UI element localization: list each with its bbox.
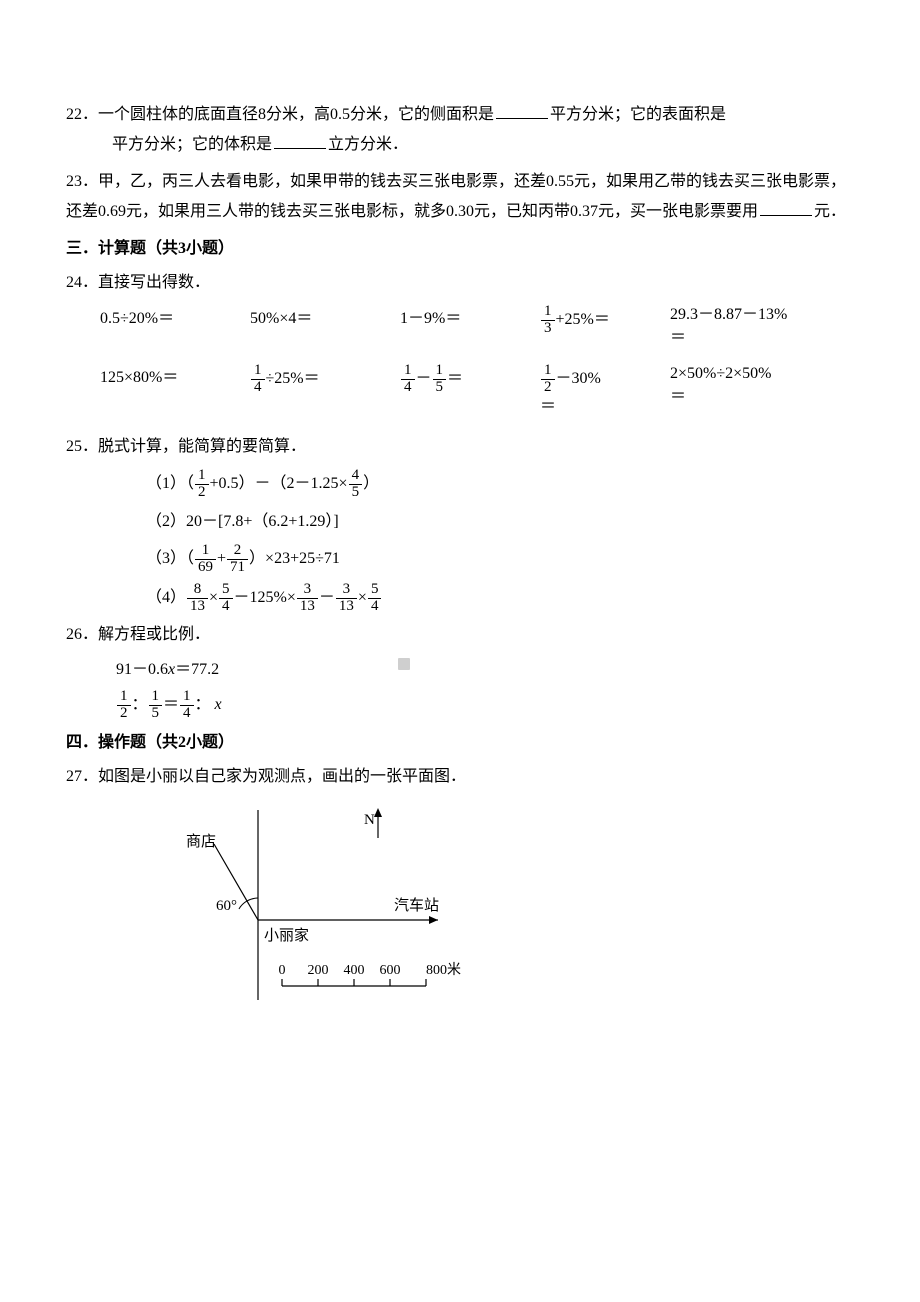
blank-lateral-area (496, 103, 548, 119)
q26-num: 26． (66, 626, 98, 643)
fraction: 313 (336, 582, 357, 615)
question-22: 22．一个圆柱体的底面直径8分米，高0.5分米，它的侧面积是 平方分米；它的表面积… (66, 100, 854, 161)
svg-text:小丽家: 小丽家 (264, 927, 309, 944)
q25-item-4: （4）813×54－125%×313－313×54 (146, 582, 854, 615)
question-25: 25．脱式计算，能简算的要简算． （1）（12+0.5）－（2－1.25×45）… (66, 432, 854, 614)
fraction: 313 (297, 582, 318, 615)
calc-cell: 14÷25%＝ (250, 363, 400, 396)
q25-item-2: （2）20－[7.8+（6.2+1.29）] (146, 507, 854, 537)
q24-title: 直接写出得数． (98, 274, 210, 291)
calc-cell: 14－15＝ (400, 363, 540, 396)
calc-cell: 50%×4＝ (250, 304, 400, 334)
svg-text:N: N (364, 812, 375, 828)
fraction: 13 (541, 304, 555, 337)
q27-title: 如图是小丽以自己家为观测点，画出的一张平面图． (98, 768, 466, 785)
fraction: 12 (117, 689, 131, 722)
q23-text-b: 元． (814, 203, 846, 220)
calc-cell: 0.5÷20%＝ (100, 304, 250, 334)
q25-title: 脱式计算，能简算的要简算． (98, 438, 306, 455)
q24-num: 24． (66, 274, 98, 291)
map-diagram: 商店 60° N 汽车站小丽家 0 200 400 600 800米 (66, 800, 854, 1031)
calc-cell: 29.3－8.87－13%＝ (670, 304, 860, 349)
blank-ticket-price (760, 200, 812, 216)
section-3-heading: 三．计算题（共3小题） (66, 234, 854, 264)
blank-volume (274, 133, 326, 149)
calc-grid-row1: 0.5÷20%＝ 50%×4＝ 1－9%＝ 13+25%＝ 29.3－8.87－… (100, 304, 854, 418)
q27-num: 27． (66, 768, 98, 785)
fraction: 813 (187, 582, 208, 615)
q22-text-b: 平方分米；它的表面积是 (550, 106, 726, 123)
svg-text:0: 0 (279, 963, 286, 978)
fraction: 45 (349, 468, 363, 501)
fraction: 14 (401, 363, 415, 396)
calc-cell: 125×80%＝ (100, 363, 250, 393)
question-26: 26．解方程或比例． 91－0.6x＝77.2 12：15＝14： x (66, 620, 854, 721)
q26-title: 解方程或比例． (98, 626, 210, 643)
svg-text:60°: 60° (216, 898, 237, 914)
svg-text:汽车站: 汽车站 (394, 897, 439, 914)
fraction: 54 (368, 582, 382, 615)
q25-num: 25． (66, 438, 98, 455)
calc-cell: 12－30%＝ (540, 363, 670, 418)
fraction: 12 (541, 363, 555, 396)
watermark-dot (398, 658, 410, 670)
question-27: 27．如图是小丽以自己家为观测点，画出的一张平面图． (66, 762, 854, 792)
q26-eq1: 91－0.6x＝77.2 (116, 655, 854, 685)
q22-text-c: 平方分米；它的体积是 (112, 136, 272, 153)
fraction: 14 (251, 363, 265, 396)
fraction: 14 (180, 689, 194, 722)
fraction: 15 (433, 363, 447, 396)
calc-cell: 1－9%＝ (400, 304, 540, 334)
q23-text-a: 甲，乙，丙三人去看电影，如果甲带的钱去买三张电影票，还差0.55元，如果用乙带的… (66, 173, 846, 220)
q25-item-3: （3）（169+271）×23+25÷71 (146, 543, 854, 576)
fraction: 15 (149, 689, 163, 722)
fraction: 271 (227, 543, 248, 576)
fraction: 54 (219, 582, 233, 615)
svg-text:商店: 商店 (186, 833, 216, 850)
question-23: 23．甲，乙，丙三人去看电影，如果甲带的钱去买三张电影票，还差0.55元，如果用… (66, 167, 854, 228)
svg-text:600: 600 (380, 963, 401, 978)
q22-text-d: 立方分米． (328, 136, 408, 153)
q25-item-1: （1）（12+0.5）－（2－1.25×45） (146, 468, 854, 501)
svg-text:800米: 800米 (426, 962, 461, 978)
q23-num: 23． (66, 173, 98, 190)
svg-text:200: 200 (308, 963, 329, 978)
question-24: 24．直接写出得数． 0.5÷20%＝ 50%×4＝ 1－9%＝ 13+25%＝… (66, 268, 854, 418)
fraction: 12 (195, 468, 209, 501)
svg-text:400: 400 (344, 963, 365, 978)
q22-text-a: 一个圆柱体的底面直径8分米，高0.5分米，它的侧面积是 (98, 106, 494, 123)
q26-eq2: 12：15＝14： x (116, 689, 854, 722)
map-svg: 商店 60° N 汽车站小丽家 0 200 400 600 800米 (166, 800, 466, 1020)
q22-num: 22． (66, 106, 98, 123)
fraction: 169 (195, 543, 216, 576)
calc-cell: 13+25%＝ (540, 304, 670, 337)
calc-cell: 2×50%÷2×50%＝ (670, 363, 860, 408)
section-4-heading: 四．操作题（共2小题） (66, 728, 854, 758)
